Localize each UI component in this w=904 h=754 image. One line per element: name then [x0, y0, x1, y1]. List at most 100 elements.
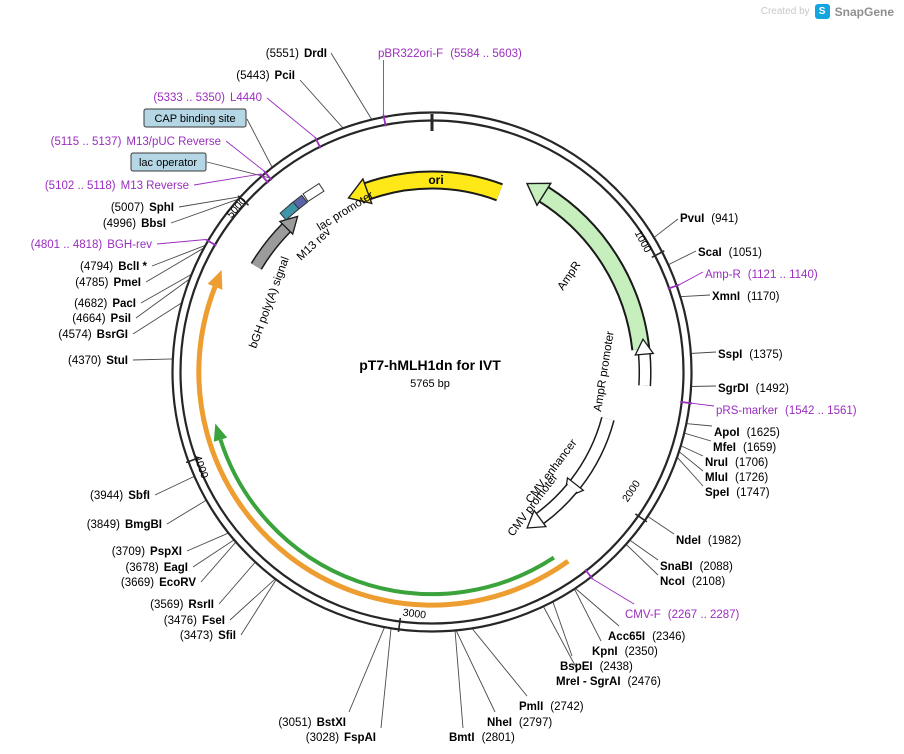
site-label-NruI[interactable]: NruI (1706) [705, 457, 768, 469]
site-label-FseI[interactable]: (3476) FseI [164, 615, 225, 627]
site-label-BGH-rev[interactable]: (4801 .. 4818) BGH-rev [31, 239, 153, 251]
bgh-polya-head [278, 215, 299, 236]
site-label-PciI[interactable]: (5443) PciI [236, 70, 295, 82]
leader-line [166, 499, 208, 525]
site-label-RsrII[interactable]: (3569) RsrII [150, 599, 214, 611]
site-label-SgrDI[interactable]: SgrDI (1492) [718, 383, 789, 395]
leader-line [455, 629, 496, 713]
site-label-XmnI[interactable]: XmnI (1170) [712, 291, 780, 303]
tick-2000 [634, 513, 648, 523]
site-label-pBR322ori-F[interactable]: pBR322ori-F (5584 .. 5603) [378, 48, 522, 60]
leader-line [156, 239, 206, 245]
site-label-PmeI[interactable]: (4785) PmeI [75, 277, 141, 289]
leader-line [299, 79, 344, 129]
lac-promoter-mark[interactable] [302, 182, 325, 203]
site-label-pRS-marker[interactable]: pRS-marker (1542 .. 1561) [716, 405, 857, 417]
watermark-created-by: Created by [760, 6, 810, 17]
feature-label-lac-operator[interactable]: lac operator [130, 152, 207, 172]
feature-label-bgh-polya[interactable]: bGH poly(A) signal [248, 255, 292, 350]
site-label-PmlI[interactable]: PmlI (2742) [519, 701, 584, 713]
site-label-NdeI[interactable]: NdeI (1982) [676, 535, 741, 547]
ampr-promoter-body [639, 353, 651, 387]
site-label-Acc65I[interactable]: Acc65I (2346) [608, 631, 686, 643]
orange-arc-head [207, 270, 223, 290]
leader-line [348, 626, 386, 713]
site-label-BmtI[interactable]: BmtI (2801) [449, 732, 515, 744]
site-label-KpnI[interactable]: KpnI (2350) [592, 646, 658, 658]
site-label-Amp-R[interactable]: Amp-R (1121 .. 1140) [705, 269, 818, 281]
leader-line [629, 539, 659, 561]
site-label-PsiI[interactable]: (4664) PsiI [72, 313, 131, 325]
primer-tick [667, 283, 680, 290]
ampr-promoter-arrow[interactable] [634, 337, 655, 387]
site-label-MreI-SgrAI[interactable]: MreI - SgrAI (2476) [556, 676, 661, 688]
leader-line [690, 351, 717, 354]
site-label-BbsI[interactable]: (4996) BbsI [103, 218, 166, 230]
leader-line [667, 250, 697, 266]
site-label-BstXI[interactable]: (3051) BstXI [278, 717, 346, 729]
leader-line [266, 97, 316, 138]
site-label-CMV-F[interactable]: CMV-F (2267 .. 2287) [625, 609, 740, 621]
site-label-MfeI[interactable]: MfeI (1659) [713, 442, 776, 454]
site-label-SnaBI[interactable]: SnaBI (2088) [660, 561, 733, 573]
primer-tick [205, 238, 217, 247]
watermark: Created by S SnapGene [761, 4, 894, 19]
site-label-SspI[interactable]: SspI (1375) [718, 349, 783, 361]
site-label-MluI[interactable]: MluI (1726) [705, 472, 768, 484]
site-label-BmgBI[interactable]: (3849) BmgBI [87, 519, 162, 531]
site-label-BspEI[interactable]: BspEI (2438) [560, 661, 633, 673]
site-label-FspAI[interactable]: (3028) FspAI [306, 732, 376, 744]
leader-line [653, 218, 679, 239]
site-label-EcoRV[interactable]: (3669) EcoRV [121, 577, 196, 589]
leader-lines [132, 52, 717, 729]
tick-5000 [237, 195, 250, 206]
site-label-DrdI[interactable]: (5551) DrdI [266, 48, 327, 60]
snapgene-logo-icon: S [814, 4, 830, 19]
feature-label-cap-binding-site[interactable]: CAP binding site [143, 108, 247, 128]
site-label-SfiI[interactable]: (3473) SfiI [180, 630, 236, 642]
leader-line [678, 271, 704, 286]
site-label-SbfI[interactable]: (3944) SbfI [90, 490, 150, 502]
site-label-NcoI[interactable]: NcoI (2108) [660, 576, 725, 588]
site-label-EagI[interactable]: (3678) EagI [125, 562, 188, 574]
svg-text:lac operator: lac operator [139, 157, 197, 169]
feature-label-ampr[interactable]: AmpR [556, 259, 584, 292]
site-label-NheI[interactable]: NheI (2797) [487, 717, 552, 729]
cmv-enhancer-arrow[interactable] [563, 416, 615, 500]
feature-label-m13-rev[interactable]: M13 rev [295, 226, 334, 263]
tick-1000 [651, 250, 665, 259]
cmv-promoter-arrow[interactable] [526, 483, 578, 529]
position-ticks [185, 114, 665, 633]
leader-line [552, 601, 573, 657]
bgh-polya-arrow[interactable] [250, 215, 299, 270]
ori-feature-arrow[interactable]: ori [347, 170, 503, 205]
leader-line [240, 578, 277, 636]
site-label-M13-Reverse[interactable]: (5102 .. 5118) M13 Reverse [45, 180, 189, 192]
green-feature-arc[interactable] [213, 423, 555, 597]
leader-line [170, 198, 240, 224]
green-arc-head [213, 423, 228, 442]
site-label-PvuI[interactable]: PvuI (941) [680, 213, 738, 225]
ampr-feature-arrow[interactable] [525, 182, 651, 351]
site-label-StuI[interactable]: (4370) StuI [68, 355, 128, 367]
leader-line [140, 273, 193, 304]
leader-line [683, 432, 712, 442]
site-label-ApoI[interactable]: ApoI (1625) [714, 427, 780, 439]
primer-tick [680, 401, 693, 405]
cap-binding-site-mark[interactable] [279, 201, 300, 221]
site-label-SphI[interactable]: (5007) SphI [111, 202, 174, 214]
site-label-BclI[interactable]: (4794) BclI * [80, 261, 148, 273]
orange-feature-arc[interactable] [196, 270, 570, 608]
site-label-M13-pUC-Reverse[interactable]: (5115 .. 5137) M13/pUC Reverse [51, 136, 221, 148]
leader-line [246, 118, 273, 169]
site-label-ScaI[interactable]: ScaI (1051) [698, 247, 762, 259]
feature-label-ampr-promoter[interactable]: AmpR promoter [592, 330, 617, 412]
site-label-PacI[interactable]: (4682) PacI [74, 298, 136, 310]
ampr-arrow-body [539, 187, 649, 351]
site-label-BsrGI[interactable]: (4574) BsrGI [58, 329, 128, 341]
site-label-L4440[interactable]: (5333 .. 5350) L4440 [153, 92, 262, 104]
site-label-SpeI[interactable]: SpeI (1747) [705, 487, 770, 499]
site-label-PspXI[interactable]: (3709) PspXI [112, 546, 182, 558]
ampr-arrow-outline [538, 186, 651, 351]
leader-line [151, 244, 207, 267]
